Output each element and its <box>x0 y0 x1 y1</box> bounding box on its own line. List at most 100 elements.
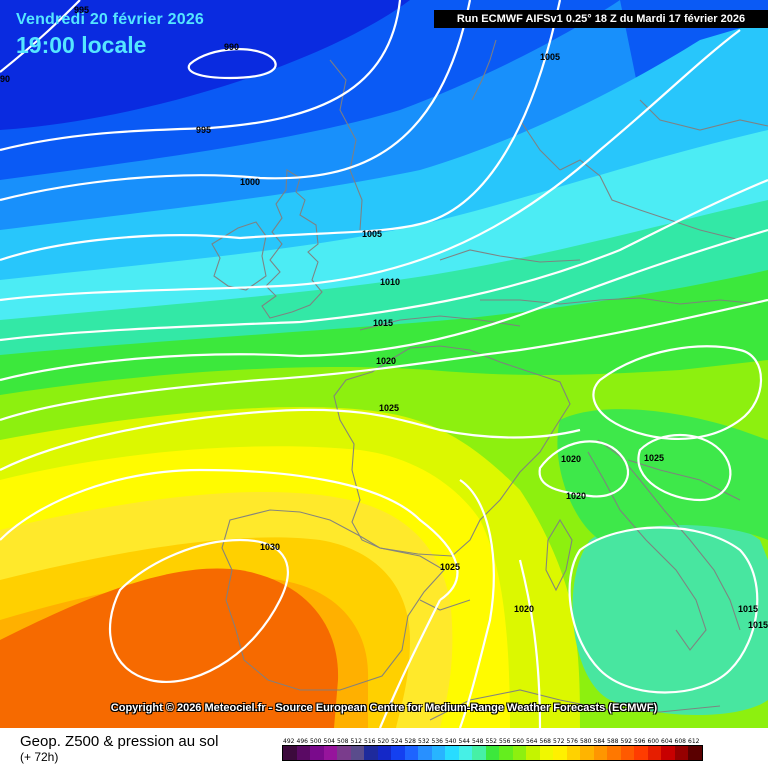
legend-swatch <box>634 746 648 760</box>
forecast-map: 995 990 90 995 1000 1005 1005 1010 1015 … <box>0 0 768 728</box>
isobar-1015a <box>0 178 768 342</box>
isobar-label: 90 <box>0 74 10 84</box>
legend-value: 524 <box>391 738 403 745</box>
isobar-label: 995 <box>196 125 211 135</box>
italy-west <box>587 451 707 651</box>
isobar-label: 1015 <box>738 604 758 614</box>
france-outline <box>333 345 571 557</box>
sweden-south <box>519 119 561 171</box>
isobar-label: 1005 <box>362 229 382 239</box>
legend-value: 572 <box>553 738 565 745</box>
legend-value: 496 <box>296 738 308 745</box>
legend-swatch <box>391 746 405 760</box>
local-time: 19:00 locale <box>16 32 147 58</box>
legend-swatch <box>566 746 580 760</box>
isobar-1025-south <box>0 468 459 601</box>
isobar-label: 995 <box>74 5 89 15</box>
isobar-1000 <box>0 0 472 202</box>
legend-swatch <box>418 746 432 760</box>
legend-swatch <box>674 746 688 760</box>
pressure-field: 995 990 90 995 1000 1005 1005 1010 1015 … <box>0 0 768 728</box>
color-legend: 492 496 500 504 508 512 516 520 524 528 532 536 540 5… <box>282 738 703 761</box>
legend-swatch <box>296 746 310 760</box>
legend-swatch <box>620 746 634 760</box>
legend-swatch <box>526 746 540 760</box>
isobar-1005 <box>0 0 562 262</box>
legend-swatch <box>539 746 553 760</box>
legend-swatch <box>283 746 297 760</box>
isobar-label: 1020 <box>566 491 586 501</box>
denmark-coast <box>439 249 581 263</box>
legend-value: 536 <box>431 738 443 745</box>
legend-value: 504 <box>323 738 335 745</box>
norway-coast <box>329 59 363 231</box>
isobar-label: 990 <box>224 42 239 52</box>
legend-swatch <box>688 746 702 760</box>
iberia-coast <box>221 509 445 691</box>
valid-date: Vendredi 20 février 2026 <box>16 11 205 28</box>
legend-value: 552 <box>485 738 497 745</box>
legend-value: 600 <box>647 738 659 745</box>
legend-value: 512 <box>350 738 362 745</box>
legend-value: 540 <box>445 738 457 745</box>
isobar-1020-south <box>518 559 542 728</box>
legend-value: 564 <box>526 738 538 745</box>
legend-value: 556 <box>499 738 511 745</box>
footer-bar: Geop. Z500 & pression au sol (+ 72h) 492… <box>0 728 768 768</box>
isobar-1020-north <box>0 298 768 422</box>
isobar-label: 1020 <box>514 604 534 614</box>
isobar-1025-tail <box>378 599 441 728</box>
product-title: Geop. Z500 & pression au sol <box>20 733 219 750</box>
legend-value: 532 <box>418 738 430 745</box>
legend-swatch <box>310 746 324 760</box>
lead-time: (+ 72h) <box>20 750 59 764</box>
isobar-label: 1025 <box>440 562 460 572</box>
central-europe-band <box>557 409 768 540</box>
isobars <box>0 0 768 728</box>
legend-value: 580 <box>580 738 592 745</box>
legend-value: 588 <box>607 738 619 745</box>
legend-swatch <box>404 746 418 760</box>
legend-swatch <box>431 746 445 760</box>
legend-value: 592 <box>620 738 632 745</box>
isobar-label: 1015 <box>748 620 768 630</box>
legend-swatches <box>282 745 703 761</box>
legend-swatch <box>661 746 675 760</box>
legend-value: 584 <box>593 738 605 745</box>
legend-value: 520 <box>377 738 389 745</box>
north-africa-coast <box>429 689 721 721</box>
legend-value: 608 <box>674 738 686 745</box>
legend-swatch <box>458 746 472 760</box>
isobar-995 <box>0 0 402 152</box>
isobar-1010 <box>0 29 741 302</box>
legend-value: 508 <box>337 738 349 745</box>
scandinavia-west <box>471 39 497 101</box>
legend-swatch <box>593 746 607 760</box>
legend-value: 548 <box>472 738 484 745</box>
legend-swatch <box>553 746 567 760</box>
legend-value: 500 <box>310 738 322 745</box>
isobar-label: 1020 <box>561 454 581 464</box>
isobar-1025-east <box>637 433 732 502</box>
legend-value: 576 <box>566 738 578 745</box>
legend-swatch <box>607 746 621 760</box>
isobar-1025 <box>0 408 581 471</box>
legend-swatch <box>323 746 337 760</box>
balearics <box>419 599 471 611</box>
isobar-990-closed <box>187 48 277 80</box>
high-pressure-core <box>0 568 339 728</box>
legend-swatch <box>350 746 364 760</box>
isobar-1030 <box>108 538 289 683</box>
isobar-1015-closed <box>568 526 759 694</box>
isobar-label: 1010 <box>380 277 400 287</box>
isobar-labels: 995 990 90 995 1000 1005 1005 1010 1015 … <box>0 5 768 630</box>
finland-coast <box>639 99 768 131</box>
isobar-label: 1025 <box>379 403 399 413</box>
northern-coast <box>480 297 761 305</box>
legend-value: 568 <box>539 738 551 745</box>
med-low-pool <box>572 517 768 715</box>
legend-value: 560 <box>512 738 524 745</box>
legend-swatch <box>512 746 526 760</box>
geopotential-bands <box>0 0 768 728</box>
isobar-1015b <box>0 228 768 382</box>
